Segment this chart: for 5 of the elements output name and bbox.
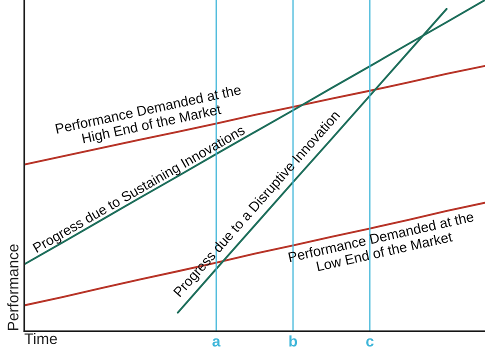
- x-tick-label: b: [289, 335, 298, 347]
- x-axis-title: Time: [24, 332, 57, 344]
- x-tick-label: c: [366, 338, 374, 347]
- y-axis-title: Performance: [7, 244, 18, 330]
- x-tick-label: a: [212, 338, 221, 347]
